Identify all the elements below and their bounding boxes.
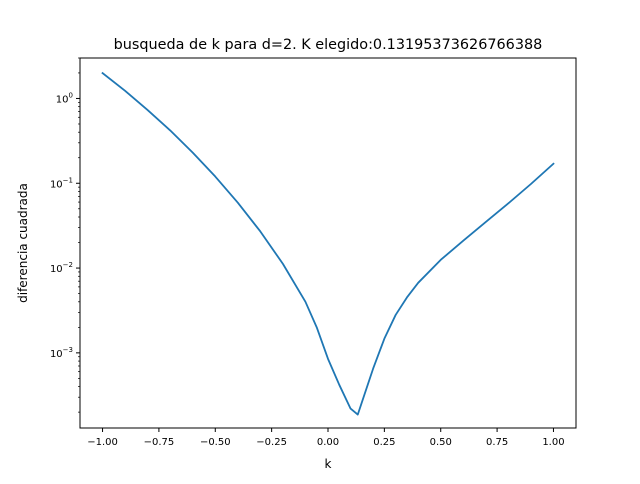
x-axis-label: k (325, 457, 332, 471)
series-line-0 (101, 71, 555, 416)
y-tick-exponent: 0 (69, 91, 73, 99)
x-tick-label: −1.00 (87, 437, 118, 448)
y-tick-label: 10−1 (50, 176, 73, 190)
y-axis-label: diferencia cuadrada (16, 183, 30, 303)
x-axis: −1.00 −0.75 −0.50 −0.25 0.00 0.25 0.50 0.75 1.00 (87, 428, 565, 448)
x-tick-label: 1.00 (542, 437, 564, 448)
x-tick-label: 0.00 (317, 437, 339, 448)
plot-frame (79, 57, 577, 429)
y-tick-label: 10−2 (50, 261, 73, 275)
y-tick-base: 10 (50, 349, 63, 360)
y-tick-base: 10 (50, 264, 63, 275)
x-tick-label: 0.75 (486, 437, 508, 448)
x-tick-label: −0.75 (144, 437, 175, 448)
y-tick-exponent: −1 (63, 176, 73, 184)
y-tick-base: 10 (50, 179, 63, 190)
y-tick-label: 10−3 (50, 346, 73, 360)
x-tick-label: −0.50 (200, 437, 231, 448)
data-marks (101, 71, 555, 416)
x-tick-label: −0.25 (256, 437, 287, 448)
plot-area (80, 58, 576, 428)
y-tick-exponent: −3 (63, 346, 73, 354)
y-tick-label: 100 (56, 91, 73, 105)
x-tick-label: 0.50 (430, 437, 452, 448)
chart-title: busqueda de k para d=2. K elegido:0.1319… (114, 37, 543, 53)
x-tick-label: 0.25 (373, 437, 395, 448)
y-tick-exponent: −2 (63, 261, 73, 269)
y-tick-base: 10 (56, 94, 69, 105)
